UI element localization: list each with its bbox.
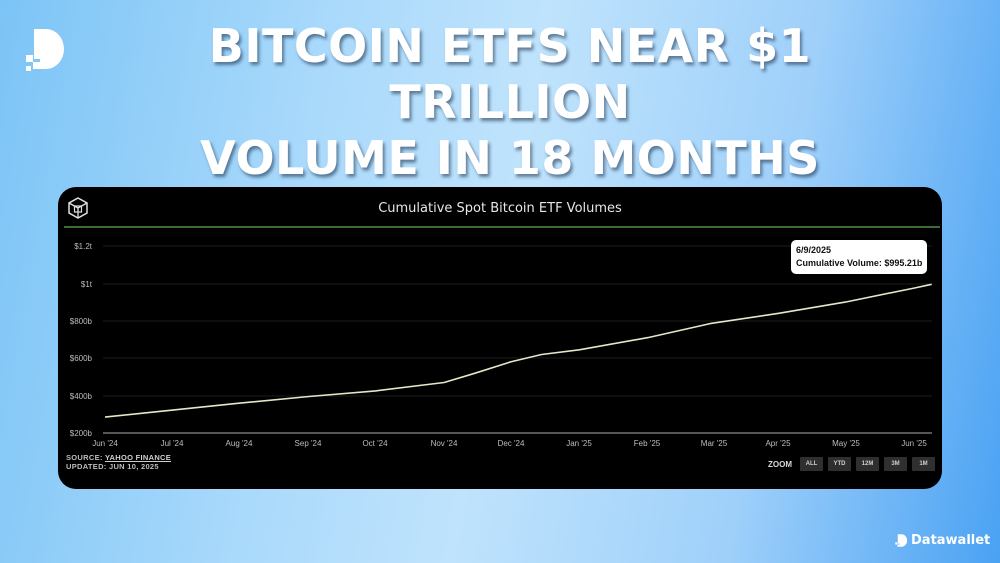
datawallet-logo-icon	[895, 534, 908, 547]
source-link[interactable]: YAHOO FINANCE	[104, 453, 172, 462]
zoom-all-button[interactable]: ALL	[800, 457, 823, 471]
x-tick-label: Nov '24	[431, 439, 458, 448]
zoom-1m-button[interactable]: 1M	[912, 457, 935, 471]
chart-title: Cumulative Spot Bitcoin ETF Volumes	[378, 201, 622, 216]
x-tick-label: Sep '24	[295, 439, 322, 448]
the-block-logo-icon	[68, 197, 88, 219]
headline-line-1: BITCOIN ETFS NEAR $1 TRILLION	[208, 19, 812, 129]
datawallet-logo-icon	[26, 29, 64, 71]
zoom-3m-button[interactable]: 3M	[884, 457, 907, 471]
tooltip-value: Cumulative Volume: $995.21b	[796, 258, 923, 268]
x-tick-label: Apr '25	[765, 439, 791, 448]
x-tick-label: Dec '24	[498, 439, 525, 448]
x-tick-label: Feb '25	[634, 439, 661, 448]
title-divider	[64, 226, 940, 228]
updated-text: UPDATED: JUN 10, 2025	[66, 462, 159, 471]
headline-line-2: VOLUME IN 18 MONTHS	[200, 131, 820, 185]
x-tick-label: Aug '24	[226, 439, 253, 448]
x-tick-label: Jan '25	[566, 439, 592, 448]
brand-name: Datawallet	[911, 533, 991, 548]
y-tick-label: $200b	[70, 429, 93, 438]
zoom-controls: ZOOM ALL YTD 12M 3M 1M	[768, 457, 935, 471]
headline: BITCOIN ETFS NEAR $1 TRILLION VOLUME IN …	[80, 18, 940, 186]
y-tick-label: $1.2t	[74, 242, 93, 251]
grid-lines	[103, 245, 932, 397]
zoom-label: ZOOM	[768, 459, 792, 469]
x-tick-label: May '25	[832, 439, 860, 448]
x-tick-label: Jul '24	[161, 439, 184, 448]
x-tick-label: Jun '24	[92, 439, 118, 448]
y-tick-label: $600b	[70, 354, 93, 363]
tooltip-date: 6/9/2025	[796, 245, 832, 255]
source-note: SOURCE: YAHOO FINANCE UPDATED: JUN 10, 2…	[66, 453, 171, 471]
y-tick-label: $400b	[70, 392, 93, 401]
zoom-12m-button[interactable]: 12M	[856, 457, 879, 471]
y-tick-label: $1t	[81, 280, 93, 289]
line-chart[interactable]: $1.2t $1t $800b $600b $400b $200b Jun '2…	[58, 187, 942, 489]
data-tooltip: 6/9/2025 Cumulative Volume: $995.21b	[791, 240, 927, 274]
x-tick-label: Jun '25	[901, 439, 927, 448]
cumulative-volume-line[interactable]	[104, 283, 932, 418]
y-tick-label: $800b	[70, 317, 93, 326]
x-tick-label: Oct '24	[362, 439, 388, 448]
x-tick-label: Mar '25	[701, 439, 728, 448]
brand-watermark: Datawallet	[895, 533, 990, 548]
zoom-ytd-button[interactable]: YTD	[828, 457, 851, 471]
source-label: SOURCE:	[66, 453, 105, 462]
chart-card: Cumulative Spot Bitcoin ETF Volumes $1.2…	[58, 187, 942, 489]
